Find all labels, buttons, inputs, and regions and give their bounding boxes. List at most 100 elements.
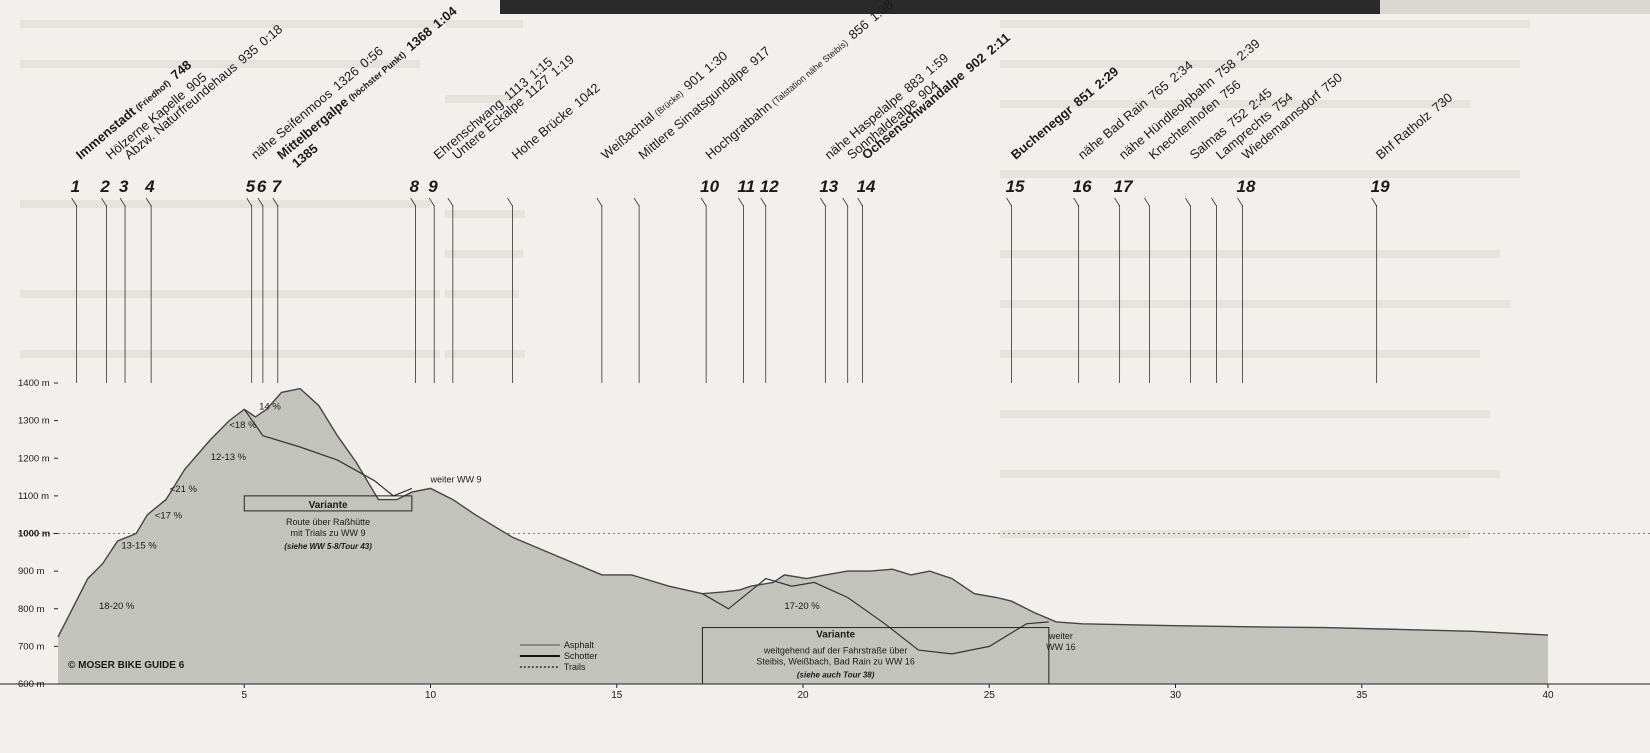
waypoint-hook bbox=[257, 197, 264, 207]
waypoint-name: Bucheneggr bbox=[1008, 102, 1076, 162]
waypoint-hook bbox=[1371, 197, 1377, 207]
gradient-label: 17-20 % bbox=[784, 601, 820, 612]
waypoint-name: Bhf Ratholz bbox=[1373, 108, 1434, 163]
waypoint-elevation: 1127 bbox=[522, 72, 553, 101]
waypoint-number: 8 bbox=[410, 177, 420, 196]
waypoint-hook bbox=[447, 197, 454, 207]
waypoint-hook bbox=[596, 197, 603, 207]
x-tick-label: 35 bbox=[1356, 690, 1368, 701]
waypoint-hook bbox=[71, 197, 77, 207]
waypoint-elevation: 901 bbox=[681, 68, 707, 93]
bleed-through-text bbox=[20, 20, 1530, 538]
waypoint-note: (Talstation nähe Steibis) bbox=[770, 38, 850, 107]
waypoint-hook bbox=[1144, 197, 1150, 207]
gradient-label: 18-20 % bbox=[99, 601, 135, 612]
variante-1-line: mit Trials zu WW 9 bbox=[291, 528, 366, 538]
waypoint-number: 18 bbox=[1237, 177, 1256, 196]
y-tick-label: 1300 m bbox=[18, 416, 50, 427]
waypoint-number: 16 bbox=[1073, 177, 1092, 196]
waypoint-elevation: 765 bbox=[1145, 78, 1171, 103]
y-tick-label: 900 m bbox=[18, 566, 44, 577]
waypoint-hook bbox=[145, 197, 152, 207]
waypoint-hook bbox=[820, 197, 826, 207]
variante-1-title: Variante bbox=[309, 500, 348, 511]
waypoint-number: 2 bbox=[99, 177, 110, 196]
waypoint-elevation: 917 bbox=[747, 43, 773, 68]
waypoint-number: 12 bbox=[760, 177, 779, 196]
waypoint-hook bbox=[760, 197, 767, 207]
waypoint-number: 1 bbox=[71, 177, 80, 196]
variante-1-line: Route über Raßhütte bbox=[286, 517, 370, 527]
waypoint-label: Bucheneggr8512:29 bbox=[1008, 64, 1122, 163]
legend-label: Schotter bbox=[564, 651, 598, 661]
profile-area bbox=[58, 388, 1548, 684]
waypoint-elevation: 750 bbox=[1319, 70, 1345, 95]
waypoint-elevation: 730 bbox=[1429, 90, 1455, 115]
waypoint-label-group: Bucheneggr8512:29 bbox=[1008, 64, 1122, 163]
waypoint-number: 17 bbox=[1114, 177, 1134, 196]
waypoint-hook bbox=[1185, 197, 1191, 207]
waypoint-hook bbox=[101, 197, 107, 207]
waypoint-number: 5 bbox=[246, 177, 256, 196]
waypoint-number: 11 bbox=[737, 177, 755, 196]
waypoint-number: 4 bbox=[144, 177, 155, 196]
y-tick-label: 600 m bbox=[18, 679, 44, 690]
waypoint-name: Hochgratbahn bbox=[702, 98, 774, 162]
weiter-ww9-label: weiter WW 9 bbox=[430, 475, 482, 485]
waypoint-number: 14 bbox=[857, 177, 876, 196]
waypoint-elevation: 1042 bbox=[571, 80, 603, 110]
waypoint-hook bbox=[738, 197, 744, 207]
x-tick-label: 25 bbox=[984, 690, 996, 701]
waypoint-number: 3 bbox=[119, 177, 129, 196]
waypoint-number: 19 bbox=[1371, 177, 1390, 196]
gradient-label: 12-13 % bbox=[211, 452, 247, 463]
y-tick-label: 800 m bbox=[18, 604, 44, 615]
waypoint-time: 1:30 bbox=[701, 48, 730, 76]
weiter-ww16-label: WW 16 bbox=[1046, 642, 1076, 652]
variante-2-line: Steibis, Weißbach, Bad Rain zu WW 16 bbox=[756, 656, 914, 666]
y-tick-label: 1400 m bbox=[18, 378, 50, 389]
scan-header-edge bbox=[1380, 0, 1650, 14]
waypoint-hook bbox=[1211, 197, 1217, 207]
waypoint-hook bbox=[272, 197, 279, 207]
waypoint-hook bbox=[1073, 197, 1079, 207]
x-tick-label: 15 bbox=[611, 690, 623, 701]
variante-2-ref: (siehe auch Tour 38) bbox=[797, 670, 875, 679]
annotation-layer: 18-20 % 13-15 % <17 % <21 % 12-13 % <18 %14 %… bbox=[99, 401, 1076, 685]
waypoint-number: 9 bbox=[428, 177, 438, 196]
y-tick-label: 1000 m bbox=[18, 529, 50, 540]
weiter-ww16-label: weiter bbox=[1048, 631, 1073, 641]
y-tick-label: 700 m bbox=[18, 641, 44, 652]
waypoint-hook bbox=[633, 197, 640, 207]
waypoint-hook bbox=[842, 197, 849, 207]
variante-1-box bbox=[243, 495, 413, 512]
waypoint-time: 1:59 bbox=[922, 50, 951, 78]
waypoint-time: 2:39 bbox=[1234, 36, 1263, 64]
y-tick-label: 1200 m bbox=[18, 453, 50, 464]
variante-2-line: weitgehend auf der Fahrstraße über bbox=[763, 645, 908, 655]
waypoint-elevation: 856 bbox=[845, 17, 871, 42]
waypoint-number: 10 bbox=[700, 177, 719, 196]
waypoint-hook bbox=[857, 197, 863, 207]
waypoint-time: 2:11 bbox=[984, 30, 1013, 58]
waypoint-hook bbox=[246, 197, 253, 207]
credit-label: © MOSER BIKE GUIDE 6 bbox=[68, 660, 185, 671]
waypoint-number: 15 bbox=[1006, 177, 1025, 196]
waypoint-time: 1:19 bbox=[548, 52, 577, 80]
waypoint-elevation: 758 bbox=[1212, 56, 1238, 81]
scan-header-bar bbox=[500, 0, 1380, 14]
legend-label: Asphalt bbox=[564, 640, 595, 650]
x-tick-label: 40 bbox=[1542, 690, 1554, 701]
waypoint-hook bbox=[1006, 197, 1012, 207]
variant-2-line bbox=[702, 577, 1049, 655]
waypoint-number: 6 bbox=[257, 177, 267, 196]
variante-1-ref: (siehe WW 5-8/Tour 43) bbox=[284, 542, 372, 551]
waypoint-time: 2:45 bbox=[1246, 85, 1275, 113]
waypoint-number: 7 bbox=[272, 177, 283, 196]
axis-layer: 5 10 15 20 25 30 35 40 600 m 700 m 800 m 900 m 1000 … bbox=[0, 378, 1650, 701]
waypoint-label: Ochsenschwandalpe9022:11 bbox=[859, 30, 1013, 163]
waypoint-hook bbox=[507, 197, 513, 207]
gradient-label: <17 % bbox=[155, 510, 183, 521]
